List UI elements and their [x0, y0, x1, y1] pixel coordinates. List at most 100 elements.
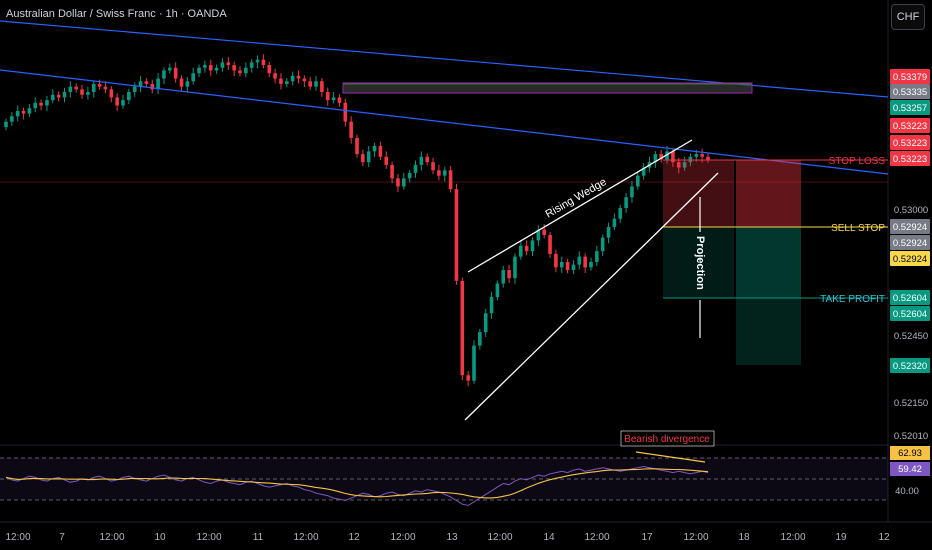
candle-body	[203, 65, 207, 68]
candle-body	[460, 280, 465, 376]
axes-layer: 0.53379 0.53335 0.53257 0.53223 0.53223 0.532…	[5, 69, 930, 543]
panes	[0, 0, 932, 523]
time-axis-tick: 11	[253, 532, 264, 543]
price-tag	[890, 151, 930, 166]
candle-body	[454, 189, 459, 281]
price-tag-value: 0.52604	[893, 309, 927, 320]
candle-body	[571, 264, 576, 271]
candle-body	[624, 197, 628, 209]
price-tag-value: 0.52924	[893, 254, 927, 265]
take-profit-label: TAKE PROFIT	[820, 294, 885, 305]
candle-body	[355, 137, 359, 155]
candle-body	[296, 75, 301, 79]
price-tag	[890, 69, 930, 84]
candle-body	[39, 102, 43, 106]
candle-body	[68, 86, 73, 93]
candle-body	[150, 83, 155, 90]
rsi-ma-tag	[890, 446, 930, 460]
candle-body	[682, 162, 687, 168]
candle-body	[442, 170, 447, 176]
candle-body	[548, 235, 552, 254]
price-tag	[890, 290, 930, 305]
candle-body	[554, 253, 558, 268]
price-tag-value: 0.53223	[893, 154, 927, 165]
rsi-tag	[890, 462, 930, 476]
candle-body	[138, 81, 143, 87]
price-tag	[890, 135, 930, 150]
time-axis-tick: 12:00	[5, 532, 30, 543]
candle-body	[606, 226, 611, 238]
candle-body	[302, 78, 307, 82]
time-axis-tick: 10	[154, 532, 166, 543]
candle-body	[261, 59, 266, 66]
candle-body	[308, 81, 312, 87]
price-tag	[890, 100, 930, 115]
candle-body	[495, 283, 500, 298]
candle-body	[343, 102, 348, 122]
candle-body	[168, 67, 172, 71]
candle-body	[109, 89, 114, 98]
candle-body	[325, 92, 330, 101]
candle-body	[86, 92, 90, 95]
candle-body	[10, 116, 14, 122]
rsi-axis-tick: 40.00	[895, 486, 919, 497]
time-axis-tick: 19	[835, 532, 847, 543]
candle-body	[419, 156, 424, 165]
time-axis-tick: 12:00	[390, 532, 415, 543]
candle-body	[478, 332, 482, 346]
price-tag-value: 0.53257	[893, 103, 927, 114]
candle-body	[21, 110, 26, 114]
candle-body	[676, 162, 681, 168]
candle-body	[51, 94, 55, 101]
candle-body	[413, 164, 418, 173]
candle-body	[524, 245, 529, 252]
candle-body	[197, 67, 201, 74]
candle-body	[191, 73, 195, 82]
candle-body	[331, 97, 336, 101]
candle-body	[372, 145, 377, 152]
time-axis-tick: 12:00	[293, 532, 318, 543]
candle-body	[700, 154, 704, 157]
candle-body	[407, 172, 412, 179]
candles-layer	[4, 54, 710, 387]
time-axis-tick: 7	[59, 532, 65, 543]
sell-stop-label: SELL STOP	[831, 223, 885, 234]
price-tag-value: 0.53335	[893, 87, 927, 98]
candle-body	[577, 256, 582, 265]
candle-body	[600, 237, 605, 252]
candle-body	[238, 70, 242, 74]
rsi-ma-value: 62.93	[898, 448, 922, 459]
candle-body	[530, 240, 535, 252]
candle-body	[56, 94, 61, 98]
currency-button[interactable]: CHF	[891, 4, 925, 30]
stop-loss-label: STOP LOSS	[829, 156, 886, 167]
rsi-ma-line	[5, 468, 709, 499]
time-axis-tick: 12:00	[683, 532, 708, 543]
candle-body	[255, 59, 260, 63]
candle-body	[472, 345, 476, 381]
candle-body	[653, 154, 658, 163]
price-tag	[890, 235, 930, 250]
candle-body	[244, 67, 248, 74]
price-tag-value: 0.53223	[893, 138, 927, 149]
candle-body	[483, 313, 488, 333]
price-tag-value: 0.52604	[893, 293, 927, 304]
candle-body	[27, 108, 32, 114]
candle-body	[542, 229, 546, 235]
price-tag-value: 0.52924	[893, 222, 927, 233]
candle-body	[618, 208, 623, 219]
candle-body	[127, 92, 131, 101]
divergence-label-box	[620, 430, 715, 447]
candle-body	[144, 81, 149, 84]
price-tag	[890, 118, 930, 133]
price-tag-value: 0.53379	[893, 72, 927, 83]
candle-body	[279, 78, 283, 84]
stop-loss-zone	[663, 160, 801, 227]
candle-body	[290, 75, 295, 82]
time-axis-tick: 13	[446, 532, 458, 543]
candle-body	[589, 261, 593, 268]
resistance-zone	[342, 82, 753, 94]
candle-body	[688, 156, 693, 163]
price-tag	[890, 306, 930, 321]
